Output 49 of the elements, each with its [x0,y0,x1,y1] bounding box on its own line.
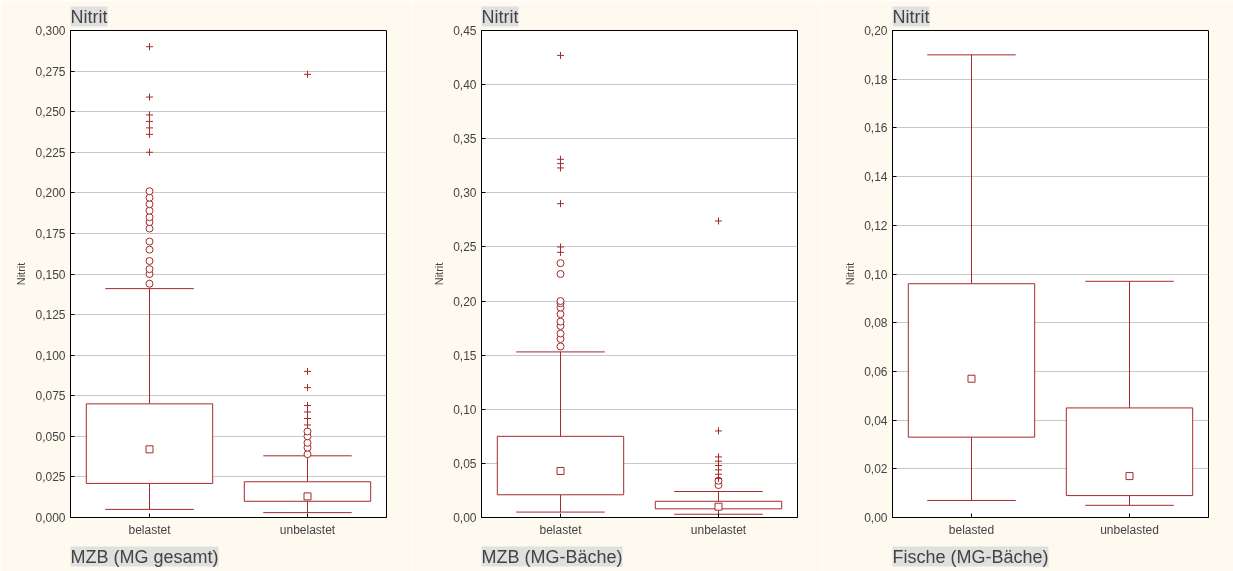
x-tick-label: unbelasted [1100,522,1159,537]
y-tick-label: 0,300 [35,24,66,38]
y-tick-label: 0,125 [35,308,66,323]
x-tick-label: unbelastet [279,522,336,537]
y-tick-label: 0,000 [35,511,66,525]
chart-title: Nitrit [481,6,519,27]
y-tick-label: 0,05 [453,456,477,471]
y-tick-label: 0,10 [864,267,888,282]
y-tick-label: 0,14 [864,170,888,185]
y-axis-title: Nitrit [15,262,28,286]
y-tick-label: 0,12 [864,218,888,233]
x-tick-label: belasted [948,522,995,537]
chart-title: Nitrit [892,6,930,27]
y-tick-label: 0,00 [453,511,477,525]
text: Fische (MG-Bäche) [892,546,1049,567]
y-tick-label: 0,075 [35,389,66,404]
y-tick-label: 0,40 [453,78,477,93]
y-tick-label: 0,050 [35,429,66,444]
y-tick-label: 0,10 [453,402,477,417]
y-tick-label: 0,225 [35,145,66,160]
x-tick-label: belastet [539,522,583,537]
y-tick-label: 0,20 [453,294,477,309]
y-tick-label: 0,15 [453,348,477,363]
y-tick-label: 0,100 [35,348,66,363]
x-tick-label: belastet [128,522,172,537]
y-tick-label: 0,25 [453,240,477,255]
y-tick-label: 0,35 [453,132,477,147]
y-tick-label: 0,275 [35,64,66,79]
y-tick-label: 0,20 [864,24,888,38]
y-tick-label: 0,04 [864,413,888,428]
y-tick-label: 0,00 [864,511,888,525]
y-tick-label: 0,30 [453,186,477,201]
y-axis-title: Nitrit [844,262,857,286]
y-tick-label: 0,18 [864,72,888,87]
y-tick-label: 0,16 [864,121,888,136]
chart-title: Nitrit [70,6,108,27]
y-tick-label: 0,025 [35,470,66,485]
x-tick-label: unbelastet [690,522,747,537]
y-tick-label: 0,175 [35,226,66,241]
text: MZB (MG-Bäche) [481,546,623,567]
y-tick-label: 0,02 [864,462,888,477]
y-axis-title: Nitrit [433,262,446,286]
y-tick-label: 0,250 [35,105,66,120]
y-tick-label: 0,150 [35,267,66,282]
y-tick-label: 0,08 [864,316,888,331]
y-tick-label: 0,06 [864,364,888,379]
y-tick-label: 0,45 [453,24,477,38]
y-tick-label: 0,200 [35,186,66,201]
text: MZB (MG gesamt) [70,546,219,567]
